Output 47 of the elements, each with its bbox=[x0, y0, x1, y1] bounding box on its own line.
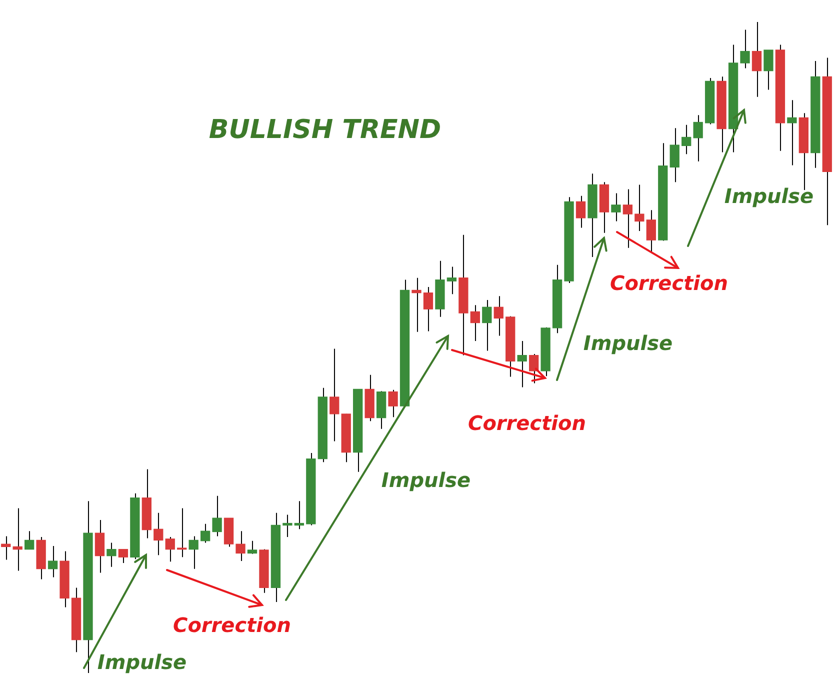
candlestick bbox=[212, 495, 222, 537]
candlestick bbox=[1, 536, 11, 560]
candlestick bbox=[294, 500, 304, 530]
candlestick bbox=[693, 114, 703, 162]
candlestick bbox=[106, 542, 116, 568]
candlestick bbox=[247, 540, 258, 554]
annotation: Impulse bbox=[381, 468, 471, 492]
candlestick bbox=[670, 128, 680, 183]
candlestick bbox=[48, 546, 58, 578]
candlestick bbox=[282, 514, 292, 538]
candlestick bbox=[94, 520, 105, 574]
candlestick bbox=[388, 389, 398, 418]
annotation: Correction bbox=[610, 271, 728, 295]
candlestick bbox=[576, 195, 586, 228]
candlestick bbox=[494, 296, 504, 336]
candlestick bbox=[528, 354, 539, 384]
candlestick bbox=[412, 277, 422, 332]
candlestick bbox=[470, 304, 480, 342]
candlestick bbox=[188, 536, 198, 570]
candlestick bbox=[611, 192, 621, 222]
candlestick bbox=[787, 100, 797, 166]
candlestick bbox=[740, 29, 750, 69]
candlestick bbox=[682, 124, 692, 155]
candlestick bbox=[622, 188, 633, 248]
annotation: Impulse bbox=[724, 184, 814, 208]
candlestick bbox=[12, 508, 22, 572]
candlestick bbox=[482, 299, 492, 352]
candlestick bbox=[423, 286, 434, 332]
text: BULLISH TREND bbox=[208, 115, 442, 145]
candlestick bbox=[764, 49, 774, 90]
candlestick bbox=[118, 548, 128, 564]
candlestick bbox=[236, 530, 246, 562]
annotation: Impulse bbox=[97, 650, 187, 674]
candlestick bbox=[154, 512, 164, 556]
candlestick bbox=[165, 536, 175, 562]
candlestick bbox=[517, 340, 527, 388]
annotation: Correction bbox=[173, 613, 291, 637]
candlestick bbox=[24, 530, 34, 550]
candlestick bbox=[646, 210, 656, 252]
candlestick bbox=[752, 22, 762, 98]
candlestick bbox=[200, 523, 210, 544]
candlestick bbox=[330, 348, 340, 442]
candlestick bbox=[446, 266, 457, 295]
annotation: Impulse bbox=[583, 331, 673, 355]
annotation: Correction bbox=[468, 411, 586, 435]
candlestick bbox=[634, 184, 644, 232]
candlestick bbox=[177, 508, 187, 558]
